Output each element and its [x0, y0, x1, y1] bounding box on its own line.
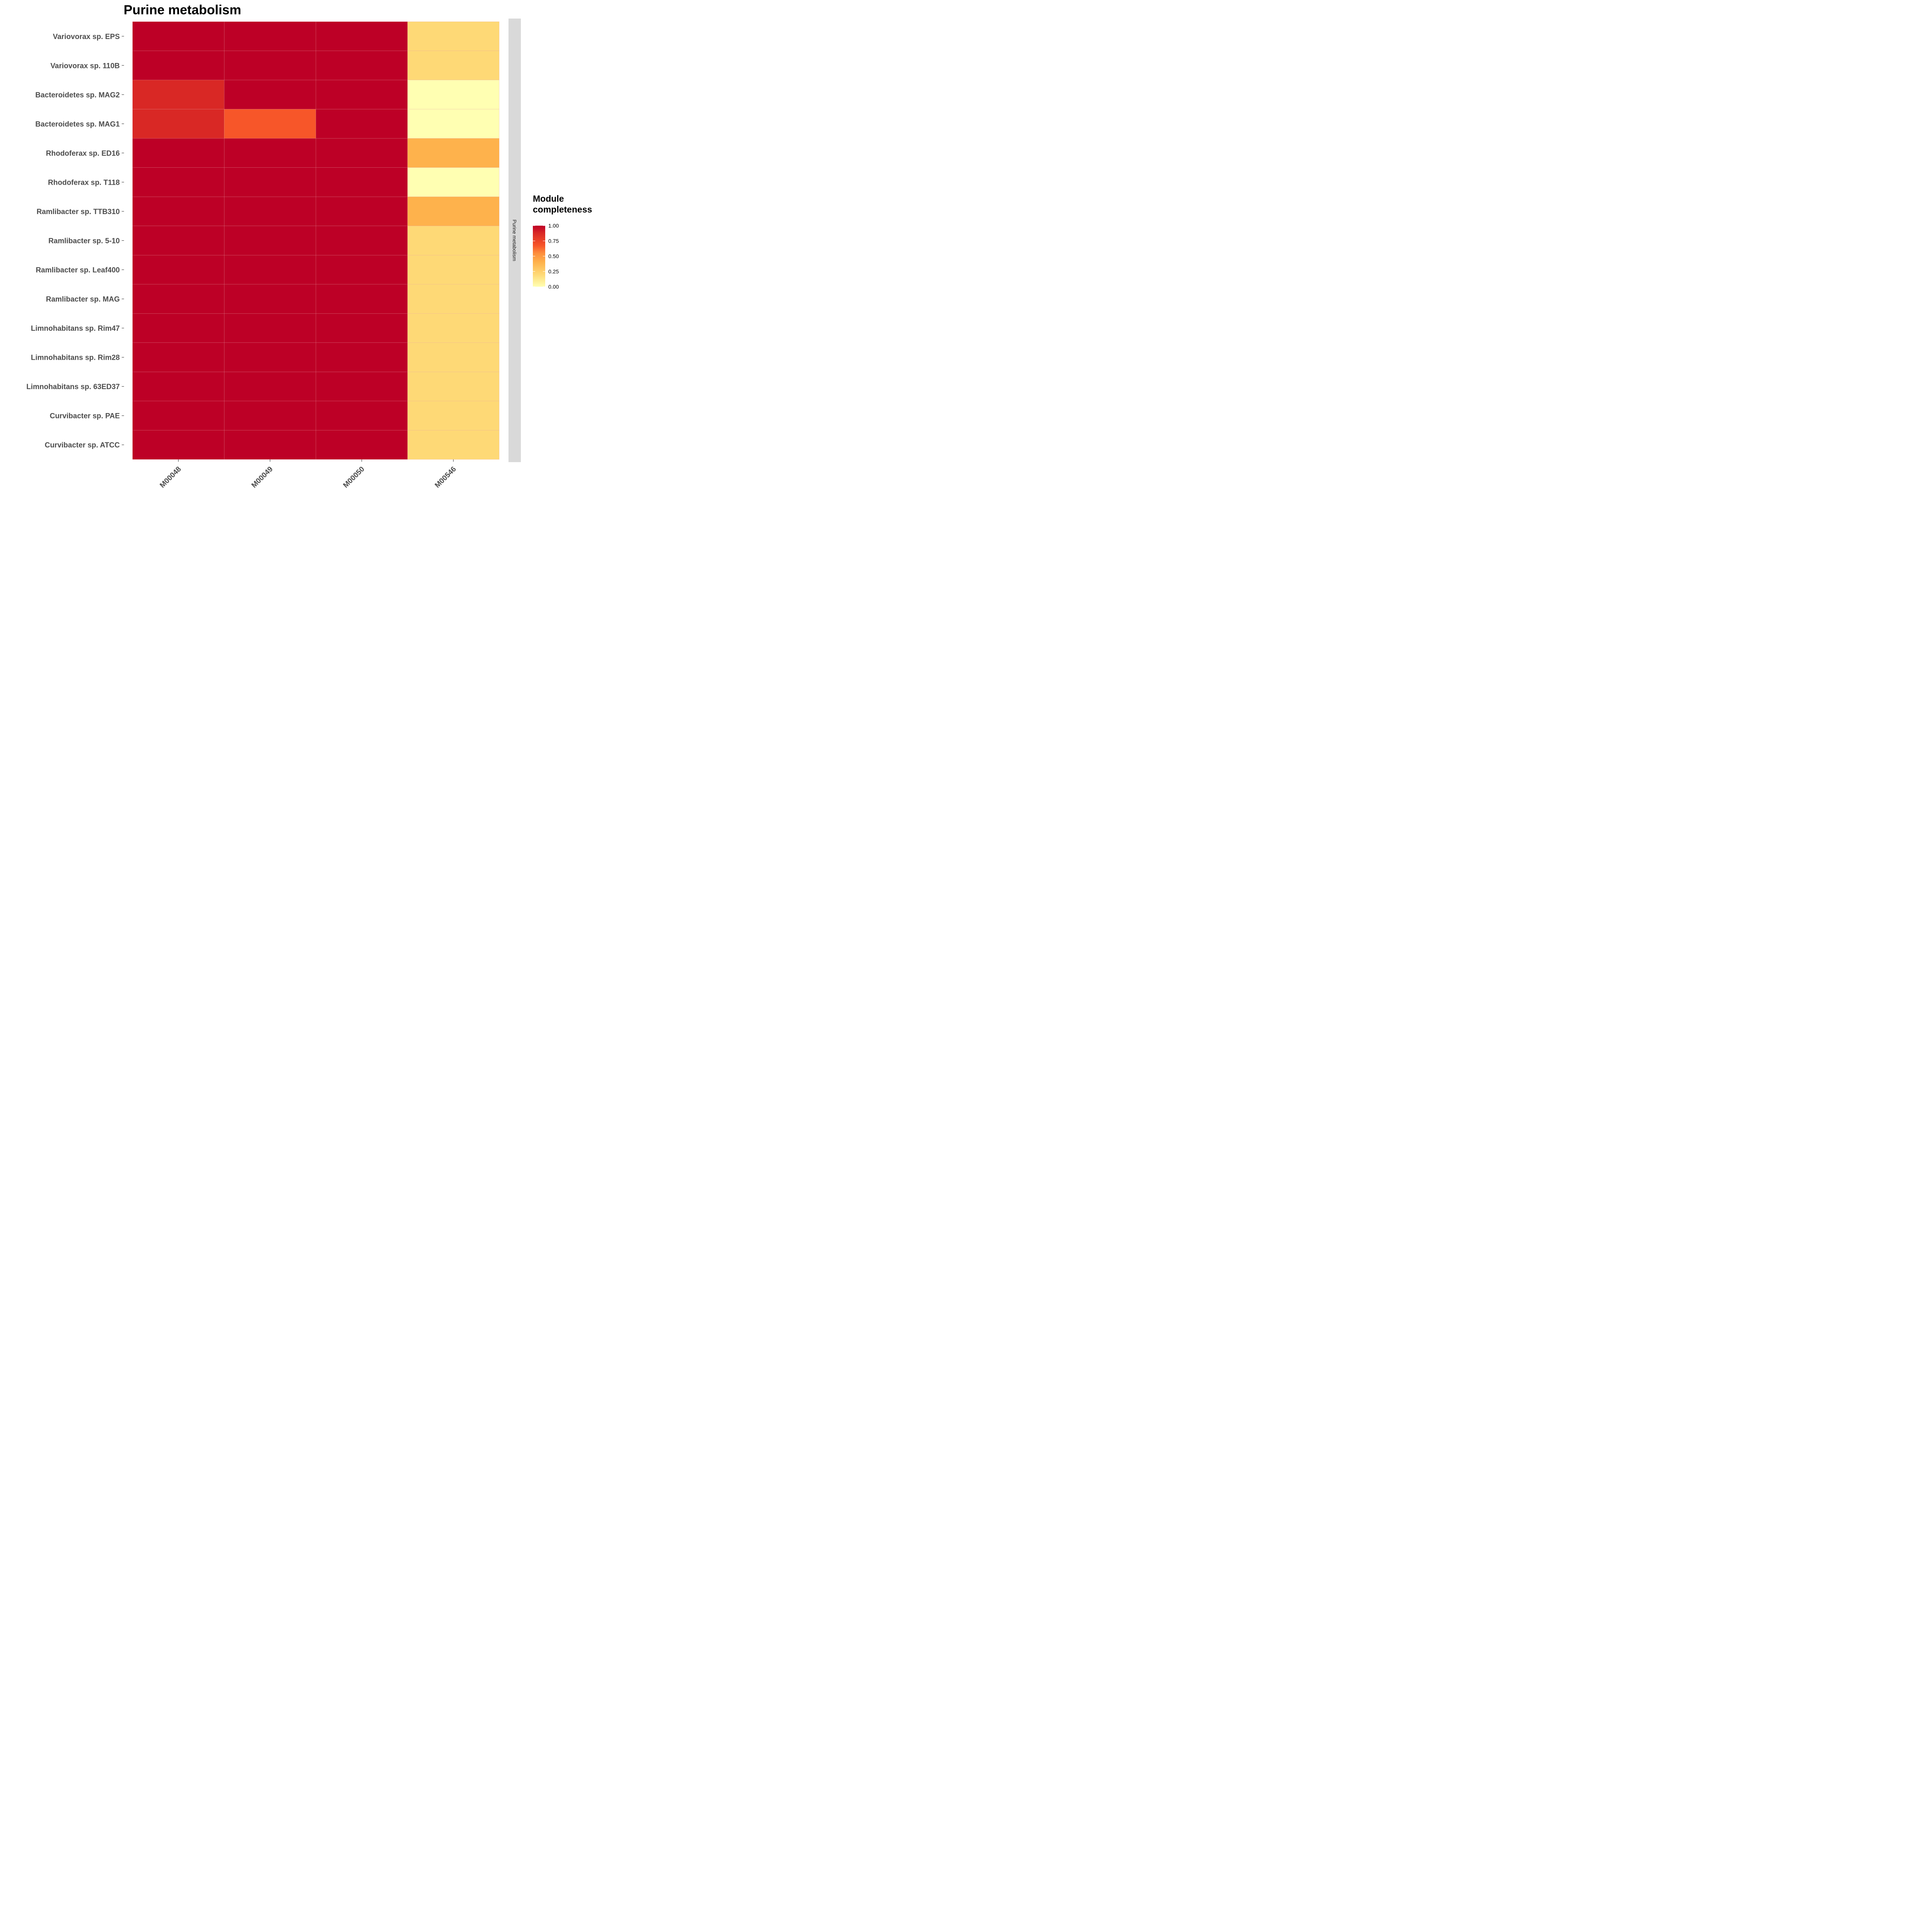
heatmap-cell: [407, 430, 500, 460]
heatmap-cell: [316, 284, 408, 314]
y-tick-label: Bacteroidetes sp. MAG2: [35, 91, 120, 99]
chart-title: Purine metabolism: [124, 3, 241, 17]
heatmap-cell: [316, 80, 408, 109]
heatmap-cell: [132, 80, 224, 109]
heatmap-cell: [224, 255, 316, 285]
y-tick-label: Ramlibacter sp. TTB310: [37, 208, 120, 216]
y-tick-label: Bacteroidetes sp. MAG1: [35, 120, 120, 128]
heatmap-cell: [224, 430, 316, 460]
heatmap-cell: [132, 21, 224, 51]
facet-strip: [509, 19, 521, 462]
y-axis: Variovorax sp. EPS Variovorax sp. 110B Bac…: [26, 33, 124, 449]
heatmap-cell: [132, 255, 224, 285]
y-tick-label: Variovorax sp. 110B: [50, 62, 120, 70]
heatmap-cell: [224, 226, 316, 255]
heatmap-cell: [132, 196, 224, 226]
y-tick-label: Limnohabitans sp. Rim47: [31, 325, 120, 333]
heatmap-cell: [132, 401, 224, 430]
heatmap-cell: [224, 80, 316, 109]
legend-ticks: 1.00 0.75 0.50 0.25 0.00: [533, 223, 559, 290]
heatmap-cell: [316, 138, 408, 168]
y-tick-label: Ramlibacter sp. Leaf400: [36, 266, 120, 274]
y-tick-label: Limnohabitans sp. Rim28: [31, 354, 120, 362]
heatmap-cell: [132, 226, 224, 255]
x-axis: M00048 M00049 M00050 M00546: [158, 459, 458, 490]
legend-tick-label: 0.75: [548, 238, 559, 244]
x-tick-label: M00048: [158, 465, 183, 490]
heatmap-cell: [316, 372, 408, 401]
heatmap-cell: [224, 284, 316, 314]
heatmap-cell: [316, 51, 408, 80]
heatmap-cell: [132, 109, 224, 139]
heatmap-cell: [132, 167, 224, 197]
heatmap-cell: [407, 284, 500, 314]
heatmap-cell: [224, 313, 316, 343]
heatmap-cell: [407, 167, 500, 197]
legend-tick-label: 0.50: [548, 253, 559, 259]
heatmap-cell: [224, 196, 316, 226]
y-tick-label: Rhodoferax sp. T118: [48, 179, 120, 187]
heatmap-cell: [407, 21, 500, 51]
x-tick-label: M00049: [250, 465, 274, 490]
heatmap-cell: [407, 109, 500, 139]
heatmap-cell: [407, 313, 500, 343]
heatmap-cell: [316, 255, 408, 285]
heatmap-cell: [316, 196, 408, 226]
y-tick-label: Curvibacter sp. ATCC: [45, 441, 120, 449]
heatmap-cell: [132, 284, 224, 314]
y-tick-label: Ramlibacter sp. MAG: [46, 296, 120, 304]
heatmap-cell: [407, 196, 500, 226]
heatmap-cell: [132, 372, 224, 401]
legend-tick-label: 0.25: [548, 269, 559, 275]
x-tick-label: M00546: [434, 465, 458, 490]
heatmap-cell: [407, 372, 500, 401]
heatmap-cell: [224, 342, 316, 372]
heatmap-cell: [224, 167, 316, 197]
legend-title-line-1: Module: [533, 194, 564, 204]
y-tick-label: Limnohabitans sp. 63ED37: [26, 383, 120, 391]
heatmap-cell: [316, 401, 408, 430]
heatmap-cell: [316, 21, 408, 51]
y-tick-label: Rhodoferax sp. ED16: [46, 150, 120, 158]
legend-tick-label: 1.00: [548, 223, 559, 229]
y-tick-label: Variovorax sp. EPS: [53, 33, 120, 41]
heatmap-cells: [132, 21, 500, 460]
heatmap-cell: [316, 109, 408, 139]
heatmap-cell: [224, 401, 316, 430]
heatmap-cell: [132, 51, 224, 80]
heatmap-cell: [224, 51, 316, 80]
heatmap-cell: [407, 80, 500, 109]
heatmap-cell: [407, 51, 500, 80]
heatmap-cell: [132, 313, 224, 343]
legend-tick-label: 0.00: [548, 284, 559, 290]
x-tick-label: M00050: [342, 465, 366, 490]
facet-strip-label: Purine metabolism: [512, 219, 517, 261]
heatmap-cell: [407, 401, 500, 430]
heatmap-cell: [316, 342, 408, 372]
heatmap-cell: [316, 167, 408, 197]
heatmap-chart: Purine metabolism Variovorax sp. EPSVari…: [26, 3, 592, 490]
legend-title-line-2: completeness: [533, 204, 592, 214]
legend: Module completeness 1.00 0.75 0.50 0.25 0.00: [533, 194, 592, 290]
heatmap-cell: [407, 226, 500, 255]
heatmap-cell: [224, 109, 316, 139]
heatmap-cell: [407, 342, 500, 372]
heatmap-cell: [224, 372, 316, 401]
heatmap-cell: [224, 21, 316, 51]
heatmap-figure: Purine metabolism Variovorax sp. EPS Vari…: [0, 0, 605, 505]
heatmap-cell: [316, 226, 408, 255]
y-tick-label: Curvibacter sp. PAE: [50, 412, 120, 420]
heatmap-cell: [224, 138, 316, 168]
heatmap-cell: [316, 313, 408, 343]
heatmap-cell: [407, 138, 500, 168]
heatmap-cell: [316, 430, 408, 460]
heatmap-cell: [407, 255, 500, 285]
y-tick-label: Ramlibacter sp. 5-10: [48, 237, 120, 245]
heatmap-cell: [132, 430, 224, 460]
heatmap-cell: [132, 342, 224, 372]
heatmap-cell: [132, 138, 224, 168]
